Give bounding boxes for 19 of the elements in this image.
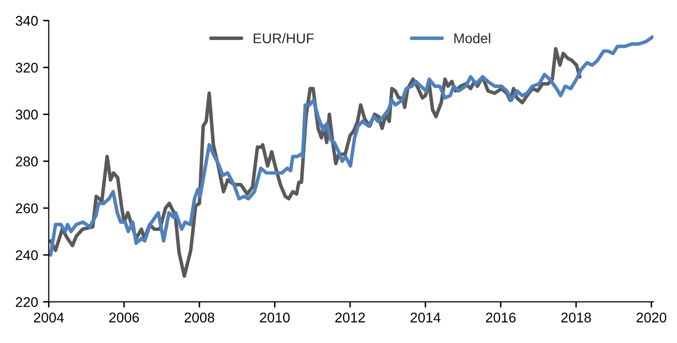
y-tick-label: 340 bbox=[16, 16, 38, 26]
line-series bbox=[48, 35, 654, 257]
y-tick-label: 300 bbox=[16, 110, 38, 120]
y-tick-label: 260 bbox=[16, 203, 38, 214]
y-tick-label: 220 bbox=[16, 297, 38, 308]
y-tick-label: 280 bbox=[16, 156, 38, 166]
x-tick-label: 2004 bbox=[34, 312, 64, 322]
x-tick-label: 2016 bbox=[486, 312, 516, 322]
y-tick-label: 320 bbox=[16, 62, 38, 73]
x-tick-label: 2010 bbox=[260, 312, 290, 322]
x-tick-label: 2014 bbox=[410, 312, 440, 322]
legend-label: Model bbox=[454, 33, 490, 44]
y-tick-label: 240 bbox=[16, 250, 38, 260]
x-tick-label: 2020 bbox=[636, 312, 666, 322]
x-tick-label: 2008 bbox=[184, 312, 214, 322]
legend-label: EUR/HUF bbox=[254, 33, 314, 44]
x-tick-label: 2018 bbox=[561, 312, 591, 322]
x-tick-label: 2006 bbox=[109, 312, 139, 322]
x-tick-label: 2012 bbox=[335, 312, 365, 322]
